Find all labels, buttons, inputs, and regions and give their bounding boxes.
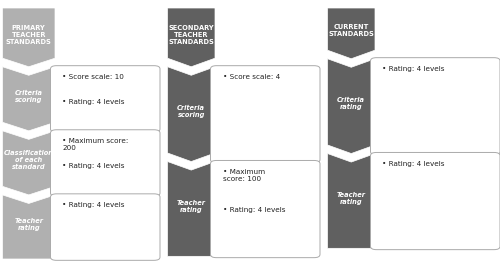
FancyBboxPatch shape bbox=[370, 58, 500, 155]
Text: Classification
of each
standard: Classification of each standard bbox=[4, 150, 54, 170]
Polygon shape bbox=[168, 67, 215, 162]
Text: • Score scale: 10: • Score scale: 10 bbox=[62, 74, 124, 80]
Polygon shape bbox=[328, 8, 375, 59]
Text: • Rating: 4 levels: • Rating: 4 levels bbox=[382, 161, 445, 167]
Polygon shape bbox=[2, 67, 55, 131]
Text: SECONDARY
TEACHER
STANDARDS: SECONDARY TEACHER STANDARDS bbox=[168, 25, 214, 45]
Text: • Rating: 4 levels: • Rating: 4 levels bbox=[222, 207, 285, 213]
Text: • Maximum score:
200: • Maximum score: 200 bbox=[62, 138, 129, 151]
Polygon shape bbox=[168, 8, 215, 67]
Polygon shape bbox=[2, 8, 55, 67]
Text: • Rating: 4 levels: • Rating: 4 levels bbox=[382, 66, 445, 72]
FancyBboxPatch shape bbox=[210, 66, 320, 163]
FancyBboxPatch shape bbox=[50, 130, 160, 196]
Text: Criteria
scoring: Criteria scoring bbox=[14, 90, 43, 103]
Text: • Score scale: 4: • Score scale: 4 bbox=[222, 74, 280, 80]
FancyBboxPatch shape bbox=[370, 152, 500, 250]
Text: • Rating: 4 levels: • Rating: 4 levels bbox=[62, 163, 125, 169]
Text: • Maximum
score: 100: • Maximum score: 100 bbox=[222, 169, 264, 182]
Text: Teacher
rating: Teacher rating bbox=[14, 218, 44, 231]
Polygon shape bbox=[328, 59, 375, 154]
Text: Teacher
rating: Teacher rating bbox=[337, 192, 366, 205]
Polygon shape bbox=[2, 131, 55, 195]
Text: CURRENT
STANDARDS: CURRENT STANDARDS bbox=[328, 24, 374, 37]
Text: Criteria
scoring: Criteria scoring bbox=[177, 105, 206, 118]
Polygon shape bbox=[328, 154, 375, 248]
Text: • Rating: 4 levels: • Rating: 4 levels bbox=[62, 202, 125, 208]
Text: Teacher
rating: Teacher rating bbox=[177, 200, 206, 213]
Polygon shape bbox=[168, 162, 215, 256]
Text: Criteria
rating: Criteria rating bbox=[337, 97, 365, 110]
FancyBboxPatch shape bbox=[50, 194, 160, 260]
Polygon shape bbox=[2, 195, 55, 259]
FancyBboxPatch shape bbox=[210, 160, 320, 258]
Text: PRIMARY
TEACHER
STANDARDS: PRIMARY TEACHER STANDARDS bbox=[6, 25, 52, 45]
FancyBboxPatch shape bbox=[50, 66, 160, 132]
Text: • Rating: 4 levels: • Rating: 4 levels bbox=[62, 99, 125, 105]
